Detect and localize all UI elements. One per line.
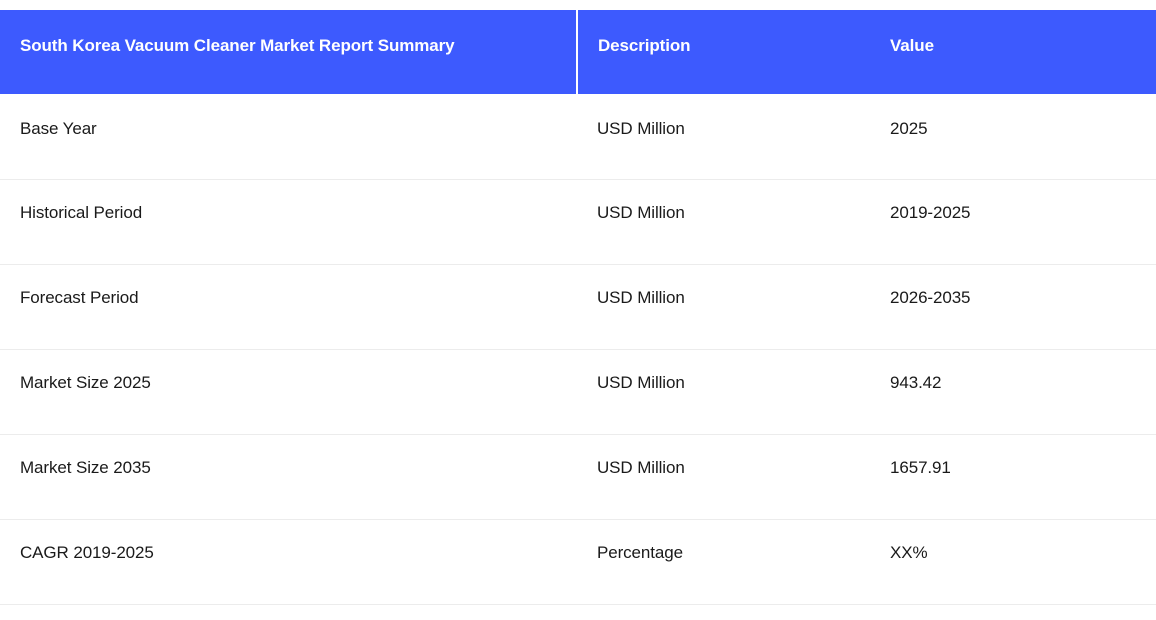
table-row: Historical Period USD Million 2019-2025 [0,179,1156,265]
column-header-report-title: South Korea Vacuum Cleaner Market Report… [0,10,578,94]
table-row: CAGR 2019-2025 Percentage XX% [0,519,1156,605]
table-body: Base Year USD Million 2025 Historical Pe… [0,94,1156,605]
row-description: Percentage [577,519,870,605]
row-label: Market Size 2035 [0,434,577,520]
column-header-description: Description [577,10,870,94]
table-row: Forecast Period USD Million 2026-2035 [0,264,1156,350]
table-header: South Korea Vacuum Cleaner Market Report… [0,10,1156,94]
row-value: 943.42 [870,349,1156,435]
table-header-row: South Korea Vacuum Cleaner Market Report… [0,10,1156,94]
row-description: USD Million [577,179,870,265]
row-value: 2025 [870,94,1156,180]
row-description: USD Million [577,434,870,520]
table-row: Market Size 2025 USD Million 943.42 [0,349,1156,435]
row-value: 1657.91 [870,434,1156,520]
row-description: USD Million [577,264,870,350]
row-label: Historical Period [0,179,577,265]
table-row: Market Size 2035 USD Million 1657.91 [0,434,1156,520]
column-header-value: Value [870,10,1156,94]
row-description: USD Million [577,349,870,435]
row-label: Market Size 2025 [0,349,577,435]
row-label: Base Year [0,94,577,180]
row-value: 2026-2035 [870,264,1156,350]
row-label: Forecast Period [0,264,577,350]
row-value: XX% [870,519,1156,605]
market-report-summary-table: South Korea Vacuum Cleaner Market Report… [0,10,1156,605]
row-label: CAGR 2019-2025 [0,519,577,605]
row-value: 2019-2025 [870,179,1156,265]
row-description: USD Million [577,94,870,180]
table-row: Base Year USD Million 2025 [0,94,1156,180]
